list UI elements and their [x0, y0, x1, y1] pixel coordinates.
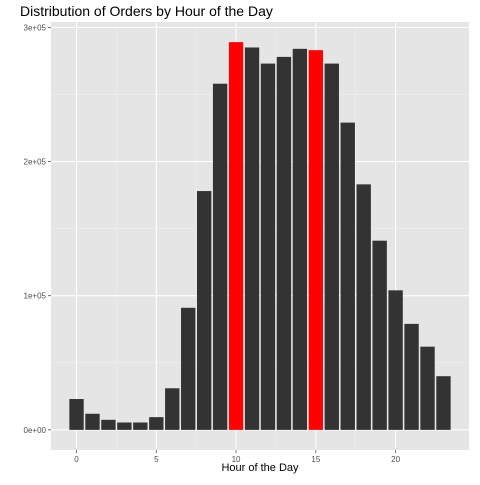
bar: [149, 417, 164, 430]
bar: [372, 240, 387, 430]
x-axis: 0 5 10 15 20: [74, 450, 401, 464]
y-axis: 0e+00 1e+05 2e+05 3e+05: [24, 23, 51, 435]
bar-highlighted: [308, 50, 324, 430]
bar: [292, 48, 308, 430]
bar: [196, 191, 212, 430]
bar: [260, 63, 276, 430]
bar: [324, 63, 339, 430]
bar: [404, 323, 419, 430]
x-tick-label: 15: [311, 455, 320, 464]
bar: [420, 346, 435, 430]
bar: [165, 388, 180, 430]
bar-highlighted: [228, 42, 244, 430]
bar: [212, 83, 228, 430]
bar: [117, 422, 132, 430]
bar: [436, 376, 451, 430]
x-tick-label: 20: [391, 455, 400, 464]
bar: [101, 419, 116, 430]
bar: [276, 56, 292, 430]
bar: [133, 422, 148, 430]
minor-grid: [51, 22, 469, 450]
bar: [69, 399, 84, 430]
bars: [69, 42, 451, 430]
bar: [181, 307, 196, 430]
y-tick-label: 0e+00: [24, 426, 47, 435]
bar: [340, 122, 355, 430]
x-axis-title: Hour of the Day: [221, 462, 299, 474]
x-tick-label: 0: [74, 455, 79, 464]
x-tick-label: 10: [232, 455, 241, 464]
y-tick-label: 3e+05: [24, 23, 47, 32]
chart-title: Distribution of Orders by Hour of the Da…: [20, 3, 273, 19]
x-tick-label: 5: [154, 455, 159, 464]
bar: [85, 413, 100, 430]
bar: [244, 47, 260, 430]
bar: [388, 290, 403, 430]
bar: [356, 184, 371, 430]
y-tick-label: 2e+05: [24, 158, 47, 167]
y-tick-label: 1e+05: [24, 292, 47, 301]
